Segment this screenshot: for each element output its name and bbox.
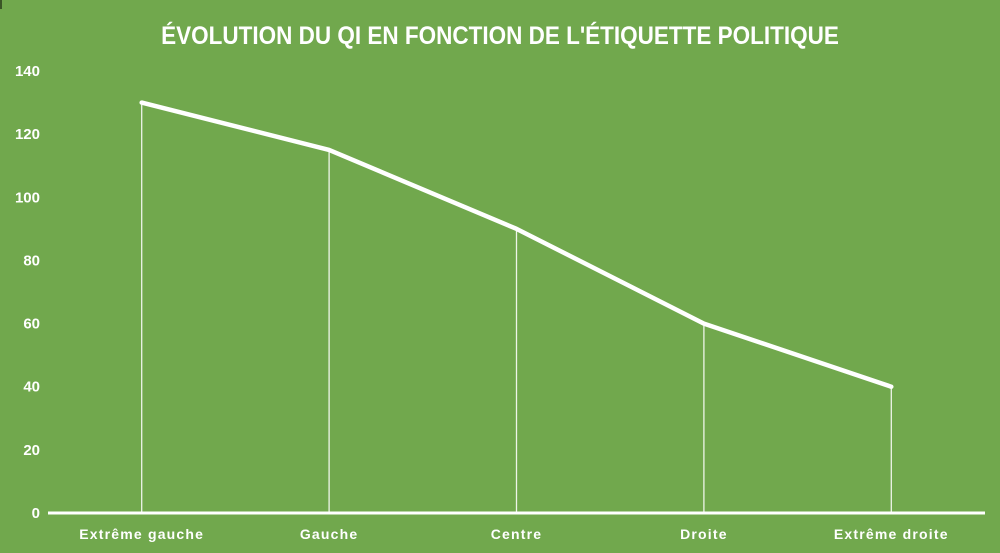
y-axis-tick-label: 100: [15, 189, 40, 206]
y-axis-tick-label: 80: [23, 252, 40, 269]
screen-edge-artifact: [0, 0, 2, 9]
x-axis-category-label: Extrême gauche: [79, 526, 204, 542]
y-axis-tick-label: 140: [15, 63, 40, 80]
y-axis-tick-label: 120: [15, 126, 40, 143]
y-axis-tick-label: 0: [32, 505, 40, 522]
y-axis-tick-label: 40: [23, 379, 40, 396]
y-axis-tick-label: 20: [23, 442, 40, 459]
x-axis-category-label: Centre: [491, 526, 543, 542]
x-axis-category-label: Droite: [680, 526, 728, 542]
series-line-qi: [139, 100, 894, 389]
chart-title: ÉVOLUTION DU QI EN FONCTION DE L'ÉTIQUET…: [161, 22, 839, 50]
x-axis-category-label: Gauche: [300, 526, 359, 542]
x-axis-category-label: Extrême droite: [834, 526, 949, 542]
y-axis-tick-label: 60: [23, 316, 40, 333]
